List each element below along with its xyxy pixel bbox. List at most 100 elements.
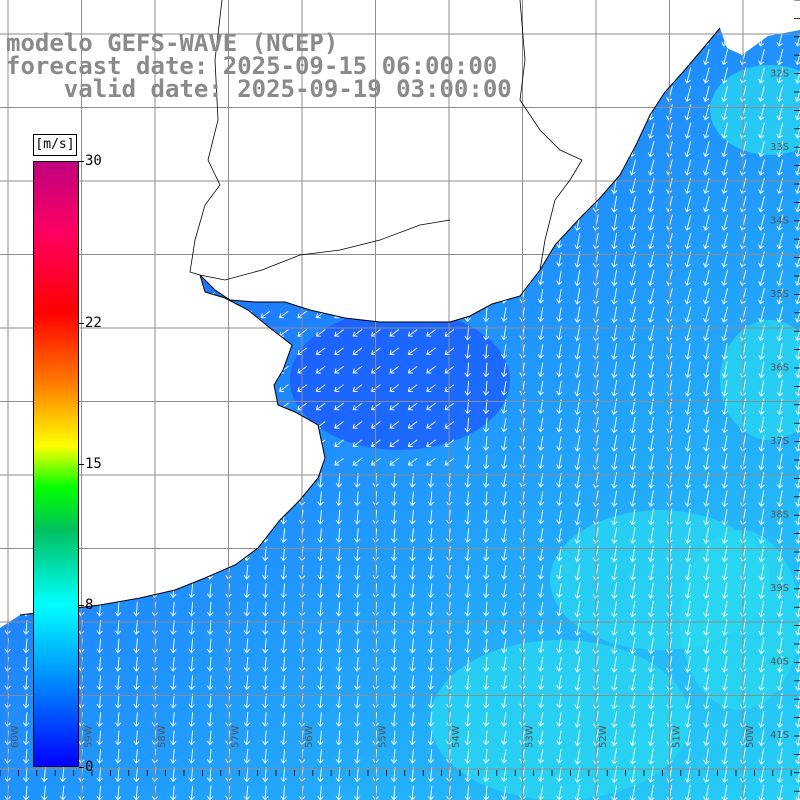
wind-arrow	[390, 656, 398, 672]
wind-arrow	[556, 767, 563, 783]
wind-arrow	[703, 729, 710, 747]
wind-arrow	[206, 712, 214, 727]
wind-arrow	[537, 307, 545, 323]
wind-arrow	[352, 421, 363, 429]
wind-arrow	[776, 380, 784, 397]
wind-arrow	[702, 196, 710, 213]
high-wind-patch	[680, 530, 800, 710]
wind-arrow	[758, 140, 765, 158]
wind-arrow	[537, 270, 545, 286]
wind-arrow	[188, 693, 195, 709]
wind-arrow	[574, 416, 581, 434]
wind-arrow	[482, 362, 490, 378]
wind-arrow	[409, 712, 416, 727]
high-wind-patch	[710, 65, 800, 155]
wind-arrow	[243, 767, 251, 783]
wind-arrow	[262, 620, 269, 635]
colorbar-unit: [m/s]	[33, 134, 77, 156]
wind-arrow	[776, 674, 784, 692]
wind-arrow	[188, 583, 195, 599]
latitude-label: 40S	[770, 657, 789, 668]
wind-arrow	[684, 600, 692, 618]
wind-arrow	[133, 767, 140, 783]
wind-arrow	[243, 675, 251, 691]
wind-arrow	[758, 177, 765, 194]
wind-arrow	[501, 712, 508, 727]
wind-arrow	[537, 749, 545, 764]
wind-arrow	[206, 656, 214, 672]
wind-arrow	[611, 656, 618, 673]
wind-arrow	[795, 656, 800, 673]
wind-arrow	[464, 601, 471, 617]
wind-arrow	[758, 748, 765, 765]
wind-arrow	[482, 436, 490, 451]
wind-arrow	[574, 453, 581, 471]
wind-arrow	[334, 384, 344, 392]
wind-arrow	[721, 196, 729, 213]
wind-arrow	[721, 361, 728, 379]
wind-arrow	[280, 767, 287, 783]
wind-arrow	[556, 638, 563, 654]
wind-arrow	[721, 269, 729, 286]
wind-arrow	[647, 122, 655, 139]
wind-arrow	[537, 657, 545, 672]
wind-arrow	[389, 365, 400, 374]
wind-arrow	[795, 784, 800, 800]
wind-arrow	[556, 344, 563, 359]
wind-arrow	[684, 104, 692, 121]
wind-arrow	[684, 453, 692, 471]
wind-arrow	[262, 583, 269, 599]
colorbar-tick-mark	[79, 464, 84, 465]
wind-arrow	[427, 491, 435, 507]
wind-arrow	[702, 288, 710, 305]
wind-arrow	[280, 528, 287, 543]
wind-arrow	[611, 527, 618, 544]
wind-arrow	[795, 380, 800, 397]
wind-arrow	[556, 601, 563, 617]
wind-arrow	[758, 435, 765, 452]
wind-arrow	[390, 620, 398, 635]
wind-arrow	[648, 656, 655, 673]
wind-arrow	[482, 638, 490, 654]
wind-arrow	[702, 140, 710, 158]
wind-arrow	[758, 674, 765, 692]
wind-arrow	[444, 329, 455, 337]
wind-arrow	[574, 600, 581, 618]
wind-arrow	[629, 196, 637, 213]
wind-arrow	[389, 347, 400, 356]
wind-arrow	[243, 748, 251, 764]
wind-arrow	[390, 601, 398, 617]
wind-arrow	[648, 600, 655, 618]
wind-arrow	[574, 435, 581, 452]
longitude-label: 57W	[231, 725, 242, 748]
wind-arrow	[170, 748, 177, 764]
wind-arrow	[721, 490, 728, 508]
wind-arrow	[721, 637, 728, 655]
wind-arrow	[354, 583, 361, 599]
wind-arrow	[22, 638, 30, 654]
wind-arrow	[170, 693, 177, 709]
wind-arrow	[556, 436, 563, 451]
wind-arrow	[629, 343, 636, 360]
colorbar	[33, 161, 79, 767]
wind-arrow	[795, 398, 800, 416]
wind-arrow	[354, 620, 361, 635]
wind-arrow	[317, 767, 324, 783]
wind-arrow	[389, 439, 400, 448]
wind-arrow	[501, 436, 508, 451]
wind-arrow	[776, 214, 784, 231]
wind-arrow	[390, 509, 398, 525]
wind-arrow	[684, 269, 692, 286]
wind-arrow	[721, 656, 728, 673]
wind-arrow	[280, 656, 287, 672]
wind-arrow	[611, 343, 618, 360]
wind-arrow	[464, 491, 471, 507]
wind-arrow	[776, 104, 784, 121]
wind-arrow	[280, 564, 287, 580]
wind-arrow	[501, 362, 508, 378]
wind-arrow	[427, 656, 435, 672]
wind-arrow	[407, 421, 418, 429]
wind-arrow	[243, 620, 251, 635]
wind-arrow	[629, 269, 637, 286]
wind-arrow	[648, 729, 655, 747]
